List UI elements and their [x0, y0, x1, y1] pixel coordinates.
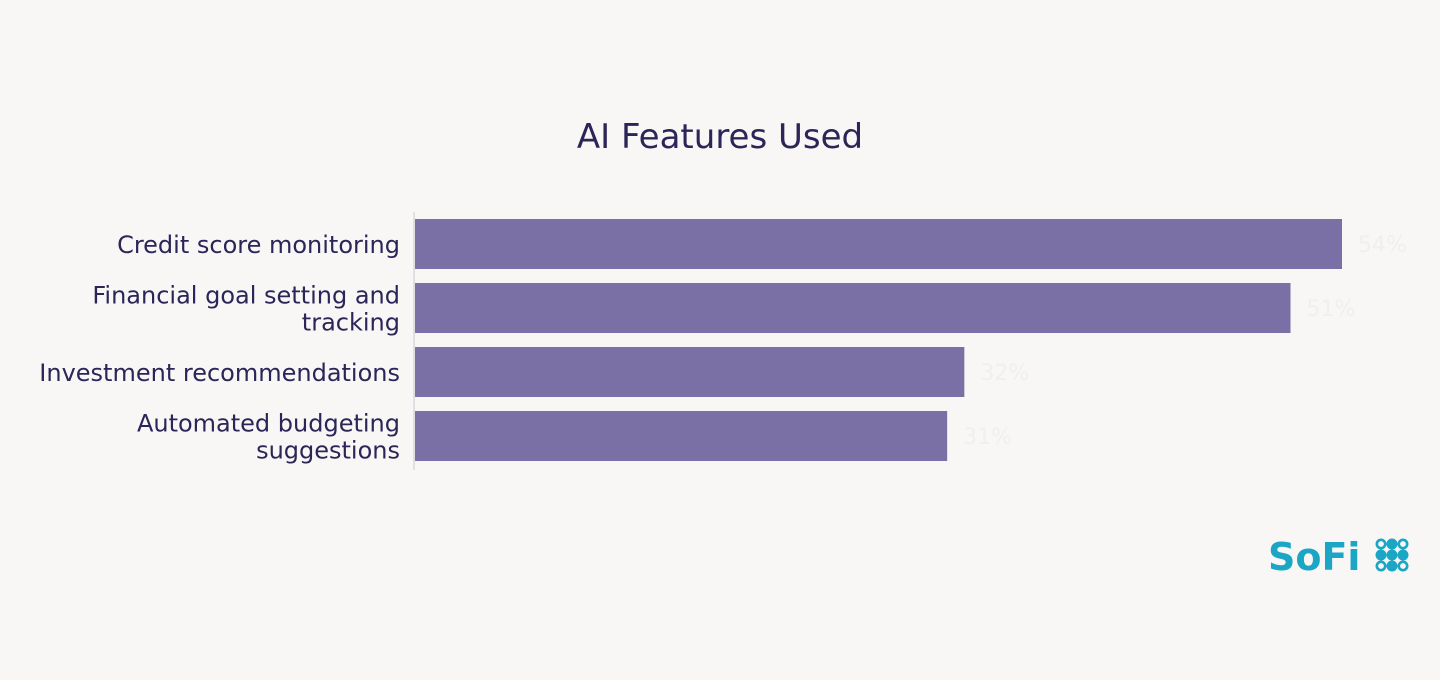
bar — [415, 347, 965, 397]
category-label: suggestions — [256, 437, 400, 465]
category-label: Financial goal setting and — [92, 282, 400, 310]
value-labels: 54% 51% 32% 31% — [963, 233, 1407, 450]
category-labels: Credit score monitoring Financial goal se… — [39, 231, 400, 465]
sofi-dots-icon — [1375, 538, 1409, 572]
value-label: 54% — [1358, 233, 1407, 258]
value-label: 32% — [980, 361, 1029, 386]
category-label: tracking — [302, 309, 400, 337]
category-label: Credit score monitoring — [117, 231, 400, 259]
chart-title: AI Features Used — [577, 117, 863, 157]
sofi-logo: SoFi — [1266, 530, 1426, 580]
category-label: Investment recommendations — [39, 359, 400, 387]
value-label: 51% — [1307, 297, 1356, 322]
value-label: 31% — [963, 425, 1012, 450]
bar — [415, 283, 1291, 333]
sofi-logo-text: SoFi — [1268, 535, 1360, 579]
category-label: Automated budgeting — [137, 410, 400, 438]
bar — [415, 219, 1342, 269]
bars — [415, 219, 1342, 461]
bar — [415, 411, 948, 461]
